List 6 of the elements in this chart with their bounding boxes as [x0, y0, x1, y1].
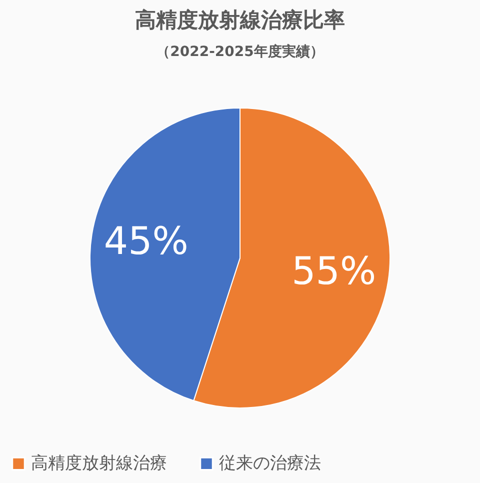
- chart-title: 高精度放射線治療比率: [135, 8, 345, 32]
- legend-label: 高精度放射線治療: [31, 454, 167, 474]
- legend-label: 従来の治療法: [219, 454, 321, 474]
- data-label: 45%: [104, 219, 188, 264]
- chart-subtitle: （2022-2025年度実績）: [156, 43, 324, 60]
- data-label: 55%: [292, 248, 376, 293]
